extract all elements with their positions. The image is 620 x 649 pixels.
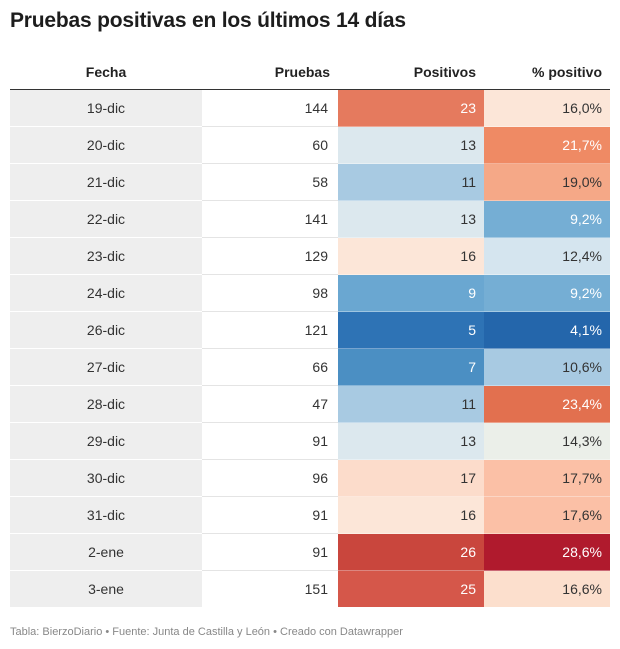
cell-pct-positivo: 16,0% bbox=[484, 89, 610, 127]
cell-positivos: 13 bbox=[338, 126, 484, 164]
cell-pct-positivo: 14,3% bbox=[484, 422, 610, 460]
cell-positivos: 25 bbox=[338, 570, 484, 607]
cell-positivos: 16 bbox=[338, 237, 484, 275]
table-row: 31-dic 91 16 17,6% bbox=[10, 496, 610, 534]
cell-pruebas: 96 bbox=[202, 459, 338, 497]
table-row: 24-dic 98 9 9,2% bbox=[10, 274, 610, 312]
table-row: 21-dic 58 11 19,0% bbox=[10, 163, 610, 201]
column-header-pct-positivo[interactable]: % positivo bbox=[484, 54, 610, 90]
cell-pct-positivo: 10,6% bbox=[484, 348, 610, 386]
cell-fecha: 28-dic bbox=[10, 385, 202, 423]
table-body: 19-dic 144 23 16,0% 20-dic 60 13 21,7% 21-dic 58 1… bbox=[10, 89, 610, 607]
cell-pct-positivo: 21,7% bbox=[484, 126, 610, 164]
cell-fecha: 31-dic bbox=[10, 496, 202, 534]
cell-pruebas: 91 bbox=[202, 422, 338, 460]
table-row: 19-dic 144 23 16,0% bbox=[10, 89, 610, 127]
cell-fecha: 20-dic bbox=[10, 126, 202, 164]
cell-fecha: 26-dic bbox=[10, 311, 202, 349]
footer-credits: Tabla: BierzoDiario • Fuente: Junta de C… bbox=[10, 626, 403, 638]
cell-fecha: 30-dic bbox=[10, 459, 202, 497]
cell-pct-positivo: 9,2% bbox=[484, 274, 610, 312]
cell-pct-positivo: 17,6% bbox=[484, 496, 610, 534]
cell-positivos: 11 bbox=[338, 385, 484, 423]
header-row: Fecha Pruebas Positivos % positivo bbox=[10, 54, 610, 90]
table-row: 28-dic 47 11 23,4% bbox=[10, 385, 610, 423]
cell-pct-positivo: 16,6% bbox=[484, 570, 610, 607]
cell-positivos: 13 bbox=[338, 422, 484, 460]
cell-pruebas: 141 bbox=[202, 200, 338, 238]
cell-positivos: 7 bbox=[338, 348, 484, 386]
table-row: 26-dic 121 5 4,1% bbox=[10, 311, 610, 349]
table-row: 27-dic 66 7 10,6% bbox=[10, 348, 610, 386]
cell-fecha: 23-dic bbox=[10, 237, 202, 275]
cell-pct-positivo: 17,7% bbox=[484, 459, 610, 497]
cell-fecha: 22-dic bbox=[10, 200, 202, 238]
cell-positivos: 16 bbox=[338, 496, 484, 534]
cell-positivos: 23 bbox=[338, 89, 484, 127]
cell-pruebas: 66 bbox=[202, 348, 338, 386]
cell-positivos: 26 bbox=[338, 533, 484, 571]
cell-pct-positivo: 4,1% bbox=[484, 311, 610, 349]
cell-fecha: 3-ene bbox=[10, 570, 202, 607]
table-row: 22-dic 141 13 9,2% bbox=[10, 200, 610, 238]
cell-fecha: 19-dic bbox=[10, 89, 202, 127]
cell-pruebas: 151 bbox=[304, 581, 328, 597]
cell-fecha: 2-ene bbox=[10, 533, 202, 571]
cell-pruebas: 129 bbox=[202, 237, 338, 275]
cell-pct-positivo: 23,4% bbox=[484, 385, 610, 423]
cell-positivos: 13 bbox=[338, 200, 484, 238]
cell-positivos: 17 bbox=[338, 459, 484, 497]
cell-pct-positivo: 12,4% bbox=[484, 237, 610, 275]
cell-fecha: 21-dic bbox=[10, 163, 202, 201]
cell-positivos: 5 bbox=[338, 311, 484, 349]
table-row: 29-dic 91 13 14,3% bbox=[10, 422, 610, 460]
cell-pct-positivo: 28,6% bbox=[484, 533, 610, 571]
table-row: 2-ene 91 26 28,6% bbox=[10, 533, 610, 571]
cell-pruebas: 47 bbox=[202, 385, 338, 423]
cell-pct-positivo: 19,0% bbox=[484, 163, 610, 201]
column-header-positivos[interactable]: Positivos bbox=[338, 54, 484, 90]
cell-fecha: 29-dic bbox=[10, 422, 202, 460]
table-row: 3-ene 151 25 16,6% bbox=[10, 570, 610, 607]
cell-pruebas: 91 bbox=[202, 496, 338, 534]
cell-pruebas: 98 bbox=[202, 274, 338, 312]
table-row: 23-dic 129 16 12,4% bbox=[10, 237, 610, 275]
cell-fecha: 24-dic bbox=[10, 274, 202, 312]
cell-pruebas: 144 bbox=[202, 89, 338, 127]
column-header-pruebas[interactable]: Pruebas bbox=[202, 54, 338, 90]
data-table: Fecha Pruebas Positivos % positivo 19-di… bbox=[10, 54, 610, 607]
table-row: 30-dic 96 17 17,7% bbox=[10, 459, 610, 497]
cell-fecha: 27-dic bbox=[10, 348, 202, 386]
column-header-fecha[interactable]: Fecha bbox=[10, 54, 202, 90]
cell-pruebas: 121 bbox=[202, 311, 338, 349]
cell-positivos: 9 bbox=[338, 274, 484, 312]
cell-pruebas: 58 bbox=[202, 163, 338, 201]
chart-title: Pruebas positivas en los últimos 14 días bbox=[10, 9, 406, 32]
table-row: 20-dic 60 13 21,7% bbox=[10, 126, 610, 164]
cell-positivos: 11 bbox=[338, 163, 484, 201]
cell-pruebas: 91 bbox=[202, 533, 338, 571]
cell-pruebas: 60 bbox=[202, 126, 338, 164]
cell-pct-positivo: 9,2% bbox=[484, 200, 610, 238]
